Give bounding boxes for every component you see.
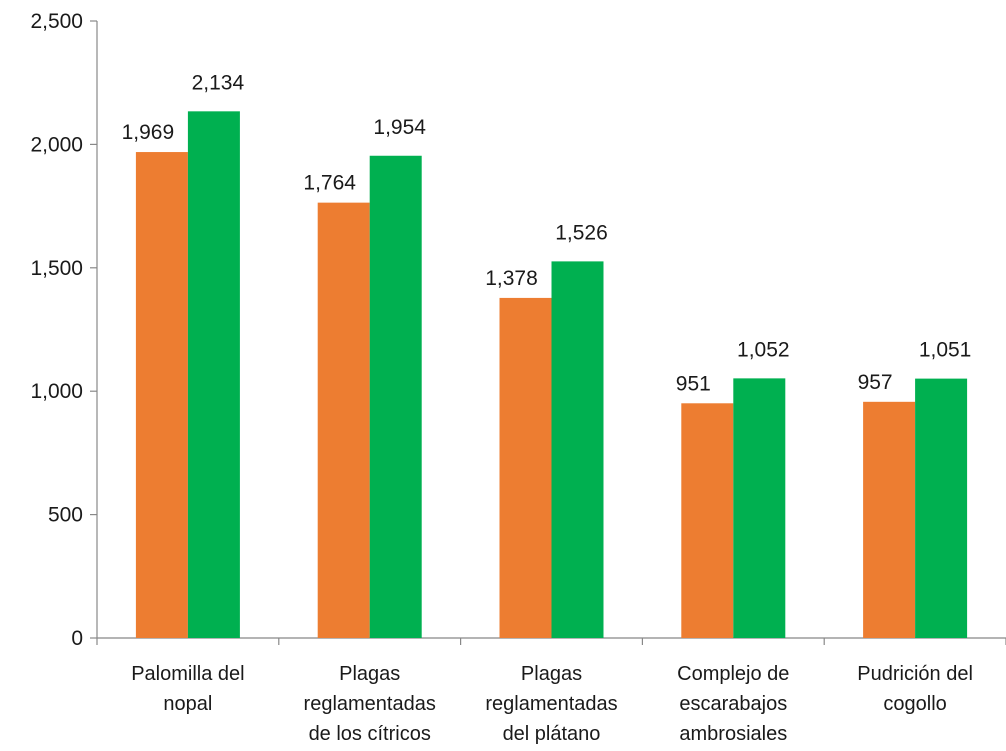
bar-series-1-cat-1 bbox=[135, 152, 188, 639]
bar-series-1-cat-2 bbox=[317, 202, 370, 638]
data-label-series-1-cat-4: 951 bbox=[676, 372, 711, 395]
x-category-label: del plátano bbox=[503, 723, 601, 745]
x-category-label: de los cítricos bbox=[309, 723, 431, 745]
bar-series-2-cat-3 bbox=[551, 261, 604, 638]
bar-series-2-cat-2 bbox=[369, 155, 422, 638]
data-label-series-2-cat-4: 1,052 bbox=[737, 338, 790, 361]
x-category-label: escarabajos bbox=[679, 693, 787, 715]
data-label-series-2-cat-3: 1,526 bbox=[555, 221, 608, 244]
x-category-label: Pudrición del bbox=[857, 663, 973, 685]
data-label-series-2-cat-1: 2,134 bbox=[192, 71, 245, 94]
x-category-label: reglamentadas bbox=[304, 693, 436, 715]
x-category-label: cogollo bbox=[883, 693, 946, 715]
labels: 1,969 2,134 Palomilla del nopal 1,764 1,954 Pl… bbox=[122, 71, 973, 745]
x-category-label: Palomilla del bbox=[131, 663, 244, 685]
y-tick-label: 1,000 bbox=[30, 380, 83, 403]
y-tick-label: 500 bbox=[48, 504, 83, 527]
x-category-label: Plagas bbox=[521, 663, 582, 685]
bar-series-2-cat-4 bbox=[733, 378, 786, 638]
data-label-series-2-cat-5: 1,051 bbox=[919, 339, 972, 362]
data-label-series-1-cat-3: 1,378 bbox=[485, 267, 538, 290]
bar-series-1-cat-4 bbox=[681, 403, 734, 638]
x-category-label: Plagas bbox=[339, 663, 400, 685]
x-category-label: nopal bbox=[163, 693, 212, 715]
data-label-series-1-cat-2: 1,764 bbox=[303, 172, 356, 195]
bar-series-1-cat-5 bbox=[863, 401, 916, 638]
bar-series-1-cat-3 bbox=[499, 297, 552, 638]
axes: 0 500 1,000 1,500 2,000 2,500 bbox=[30, 10, 1006, 650]
data-label-series-1-cat-1: 1,969 bbox=[122, 121, 175, 144]
bars bbox=[135, 111, 968, 639]
y-tick-label: 2,000 bbox=[30, 133, 83, 156]
bar-series-2-cat-1 bbox=[187, 111, 240, 638]
x-category-label: ambrosiales bbox=[679, 723, 787, 745]
bar-series-2-cat-5 bbox=[915, 378, 968, 638]
x-category-label: reglamentadas bbox=[485, 693, 617, 715]
x-category-label: Complejo de bbox=[677, 663, 789, 685]
y-tick-label: 2,500 bbox=[30, 10, 83, 33]
y-tick-label: 0 bbox=[71, 627, 83, 650]
data-label-series-2-cat-2: 1,954 bbox=[373, 116, 426, 139]
y-tick-label: 1,500 bbox=[30, 257, 83, 280]
data-label-series-1-cat-5: 957 bbox=[858, 371, 893, 394]
